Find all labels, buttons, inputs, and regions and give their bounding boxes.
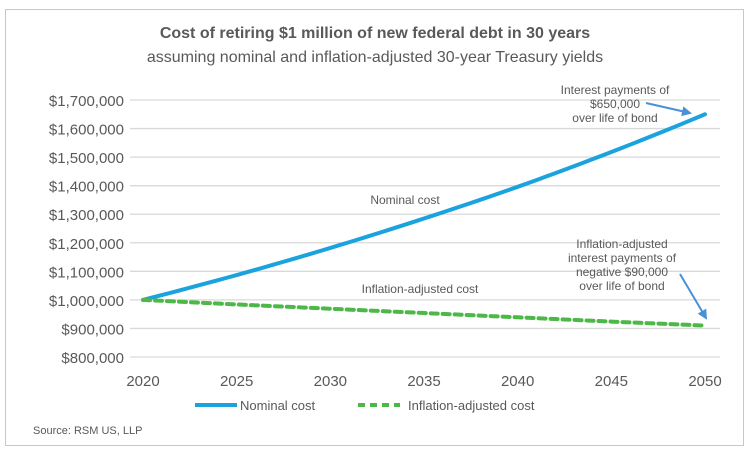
nominal-line [141, 112, 707, 302]
y-tick-label: $900,000 [61, 321, 124, 338]
chart-title: Cost of retiring $1 million of new feder… [160, 25, 590, 42]
annotation-text: over life of bond [572, 111, 657, 125]
y-tick-label: $1,700,000 [49, 93, 124, 110]
y-tick-label: $1,500,000 [49, 150, 124, 167]
x-tick-label: 2035 [407, 373, 440, 390]
annotation-text: negative $90,000 [576, 265, 668, 279]
y-tick-label: $1,300,000 [49, 207, 124, 224]
x-tick-label: 2045 [595, 373, 628, 390]
annotation-arrow [645, 102, 692, 117]
x-tick-label: 2040 [501, 373, 534, 390]
annotation-text: interest payments of [568, 251, 677, 265]
y-tick-label: $800,000 [61, 350, 124, 367]
y-tick-label: $1,600,000 [49, 122, 124, 139]
inflation-adjusted-line [141, 297, 707, 328]
chart-frame [5, 9, 744, 446]
nominal-series-label: Nominal cost [370, 193, 440, 207]
annotation-text: over life of bond [579, 279, 664, 293]
legend-label: Inflation-adjusted cost [408, 398, 535, 413]
x-tick-label: 2030 [314, 373, 347, 390]
inflation-series-label: Inflation-adjusted cost [362, 282, 479, 296]
annotation-text: Inflation-adjusted [576, 237, 667, 251]
chart-subtitle: assuming nominal and inflation-adjusted … [147, 49, 603, 66]
annotation-text: Interest payments of [561, 83, 670, 97]
y-tick-label: $1,100,000 [49, 264, 124, 281]
x-tick-label: 2020 [126, 373, 159, 390]
annotation-text: $650,000 [590, 97, 640, 111]
x-tick-label: 2050 [688, 373, 721, 390]
source-note: Source: RSM US, LLP [33, 425, 142, 437]
x-tick-label: 2025 [220, 373, 253, 390]
y-tick-label: $1,000,000 [49, 293, 124, 310]
legend-label: Nominal cost [240, 398, 316, 413]
annotation-arrow [679, 273, 708, 320]
y-tick-label: $1,400,000 [49, 179, 124, 196]
y-tick-label: $1,200,000 [49, 236, 124, 253]
